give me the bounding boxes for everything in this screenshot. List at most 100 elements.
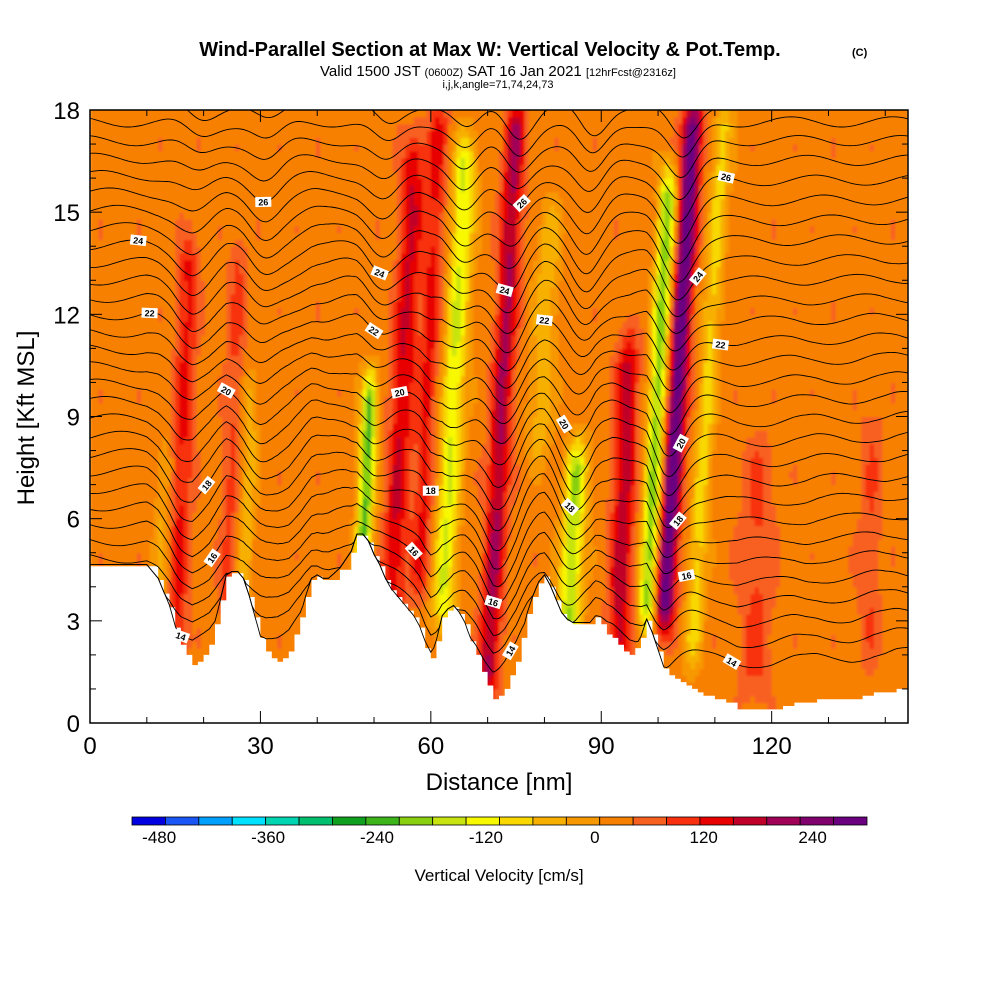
velocity-cell bbox=[268, 443, 274, 452]
velocity-cell bbox=[243, 191, 249, 200]
velocity-cell bbox=[239, 505, 244, 513]
velocity-cell bbox=[217, 280, 223, 288]
velocity-cell bbox=[239, 559, 244, 567]
velocity-cell bbox=[209, 144, 215, 152]
velocity-cell bbox=[268, 327, 274, 336]
velocity-cell bbox=[239, 532, 244, 540]
velocity-cell bbox=[303, 307, 308, 315]
velocity-cell bbox=[124, 293, 129, 302]
velocity-cell bbox=[234, 477, 240, 486]
velocity-cell bbox=[239, 362, 244, 370]
velocity-cell bbox=[260, 545, 266, 554]
velocity-cell bbox=[226, 253, 232, 261]
velocity-cell bbox=[307, 518, 313, 527]
velocity-cell bbox=[294, 600, 300, 608]
velocity-cell bbox=[119, 144, 125, 152]
velocity-cell bbox=[268, 232, 274, 241]
velocity-cell bbox=[277, 355, 283, 363]
velocity-cell bbox=[128, 266, 134, 275]
velocity-cell bbox=[277, 457, 283, 465]
velocity-cell bbox=[209, 232, 215, 241]
velocity-cell bbox=[260, 593, 266, 601]
velocity-cell bbox=[119, 402, 125, 411]
velocity-cell bbox=[200, 198, 206, 206]
velocity-cell bbox=[315, 307, 321, 315]
velocity-cell bbox=[315, 198, 321, 206]
velocity-cell bbox=[149, 396, 155, 404]
velocity-cell bbox=[277, 477, 283, 486]
velocity-cell bbox=[277, 593, 283, 601]
velocity-cell bbox=[124, 137, 129, 145]
velocity-cell bbox=[200, 614, 206, 622]
velocity-cell bbox=[107, 157, 112, 166]
velocity-cell bbox=[311, 566, 317, 574]
velocity-cell bbox=[320, 464, 325, 472]
velocity-cell bbox=[251, 218, 257, 227]
velocity-cell bbox=[311, 382, 317, 390]
velocity-cell bbox=[294, 375, 300, 384]
velocity-cell bbox=[115, 164, 121, 172]
velocity-cell bbox=[264, 293, 270, 302]
velocity-cell bbox=[111, 178, 117, 186]
velocity-cell bbox=[200, 430, 206, 438]
velocity-cell bbox=[290, 355, 296, 363]
velocity-cell bbox=[175, 150, 181, 159]
velocity-cell bbox=[217, 430, 223, 438]
velocity-cell bbox=[136, 327, 142, 336]
velocity-cell bbox=[251, 586, 257, 595]
velocity-cell bbox=[303, 144, 308, 152]
velocity-cell bbox=[281, 184, 287, 193]
velocity-cell bbox=[298, 116, 304, 125]
velocity-cell bbox=[98, 144, 104, 152]
velocity-cell bbox=[132, 164, 138, 172]
velocity-cell bbox=[307, 362, 313, 370]
velocity-cell bbox=[315, 287, 321, 295]
velocity-cell bbox=[307, 225, 313, 234]
velocity-cell bbox=[247, 525, 253, 533]
velocity-cell bbox=[247, 280, 253, 288]
velocity-cell bbox=[128, 198, 134, 206]
velocity-cell bbox=[273, 375, 279, 384]
velocity-cell bbox=[285, 137, 291, 145]
velocity-cell bbox=[187, 470, 193, 479]
velocity-cell bbox=[102, 416, 108, 424]
velocity-cell bbox=[175, 218, 181, 227]
velocity-cell bbox=[264, 300, 270, 309]
velocity-cell bbox=[179, 205, 185, 213]
velocity-cell bbox=[90, 259, 95, 268]
velocity-cell bbox=[170, 266, 176, 275]
velocity-cell bbox=[98, 212, 104, 220]
velocity-cell bbox=[128, 110, 134, 118]
velocity-cell bbox=[128, 164, 134, 172]
velocity-cell bbox=[315, 253, 321, 261]
velocity-cell bbox=[196, 648, 202, 656]
velocity-cell bbox=[179, 430, 185, 438]
velocity-cell bbox=[205, 620, 210, 629]
velocity-cell bbox=[217, 416, 223, 424]
velocity-cell bbox=[141, 110, 146, 118]
velocity-cell bbox=[285, 150, 291, 159]
velocity-cell bbox=[213, 498, 219, 506]
velocity-cell bbox=[209, 627, 215, 636]
velocity-cell bbox=[145, 123, 151, 132]
velocity-cell bbox=[260, 443, 266, 452]
velocity-cell bbox=[260, 607, 266, 615]
velocity-cell bbox=[170, 375, 176, 384]
velocity-cell bbox=[119, 246, 125, 254]
velocity-cell bbox=[281, 246, 287, 254]
velocity-cell bbox=[124, 287, 129, 295]
velocity-cell bbox=[251, 253, 257, 261]
velocity-cell bbox=[107, 253, 112, 261]
velocity-cell bbox=[90, 518, 95, 527]
velocity-cell bbox=[205, 314, 210, 322]
velocity-cell bbox=[273, 314, 279, 322]
velocity-cell bbox=[183, 137, 189, 145]
velocity-cell bbox=[149, 144, 155, 152]
velocity-cell bbox=[277, 532, 283, 540]
velocity-cell bbox=[175, 450, 181, 458]
velocity-cell bbox=[213, 280, 219, 288]
velocity-cell bbox=[205, 641, 210, 649]
velocity-cell bbox=[298, 110, 304, 118]
velocity-cell bbox=[243, 225, 249, 234]
velocity-cell bbox=[256, 396, 262, 404]
